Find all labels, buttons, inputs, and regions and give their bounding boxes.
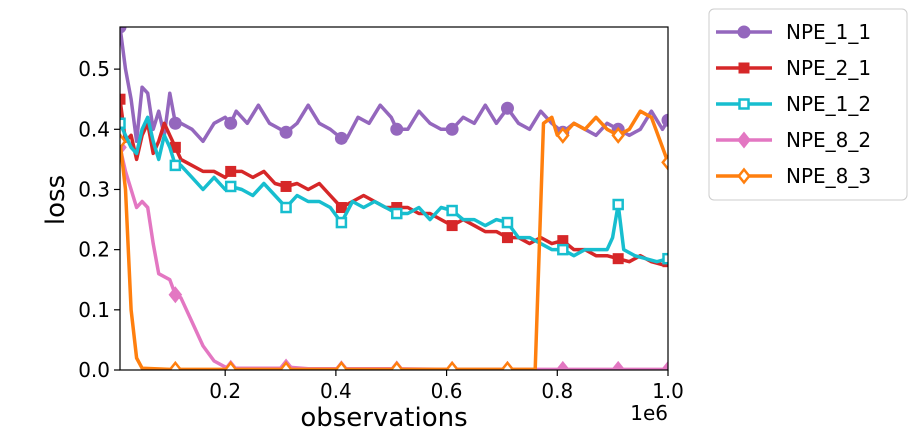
- data-point: [557, 243, 569, 256]
- legend-marker: [737, 167, 751, 185]
- legend-label: NPE_2_1: [786, 56, 871, 80]
- data-point: [501, 232, 513, 244]
- x-axis-label: observations: [300, 403, 467, 433]
- data-point: [169, 159, 182, 172]
- data-point: [445, 360, 459, 370]
- x-tick-label: 0.4: [320, 379, 352, 403]
- data-point: [335, 202, 347, 214]
- data-point: [500, 101, 514, 115]
- data-point: [168, 116, 182, 130]
- series-line-NPE_8_3: [120, 109, 668, 370]
- x-tick-label: 0.8: [541, 379, 573, 403]
- data-point: [225, 165, 237, 177]
- data-point: [120, 132, 127, 150]
- data-point: [279, 360, 293, 370]
- legend-entry: NPE_8_2: [716, 128, 871, 152]
- y-tick-label: 0.2: [78, 238, 110, 262]
- data-point: [120, 93, 126, 105]
- data-point: [389, 360, 404, 370]
- y-tick-label: 0.0: [78, 358, 110, 382]
- x-offset-label: 1e6: [630, 401, 668, 425]
- x-tick-label: 0.6: [431, 379, 463, 403]
- data-point: [334, 360, 349, 370]
- data-point: [661, 113, 668, 127]
- data-point: [279, 125, 293, 139]
- data-point: [223, 360, 238, 370]
- legend-label: NPE_1_1: [786, 20, 871, 44]
- x-tick-label: 0.2: [209, 379, 241, 403]
- legend-label: NPE_8_2: [786, 128, 871, 152]
- series-NPE_2_1: [120, 93, 668, 268]
- legend-marker: [738, 98, 750, 110]
- data-point: [500, 360, 515, 370]
- data-point: [390, 122, 404, 136]
- data-point: [168, 286, 183, 304]
- legend-frame: [708, 8, 908, 201]
- legend-marker: [738, 62, 750, 74]
- y-tick-label: 0.3: [78, 177, 110, 201]
- x-tick-label: 1.0: [652, 379, 684, 403]
- data-point: [224, 116, 238, 130]
- legend: NPE_1_1 NPE_2_1 NPE_1_2 NPE_8_2 NPE_8_3: [708, 8, 908, 201]
- data-point: [611, 126, 625, 144]
- data-point: [556, 126, 570, 144]
- y-tick-label: 0.1: [78, 298, 110, 322]
- data-point: [224, 180, 237, 193]
- legend-marker: [737, 25, 751, 39]
- data-point: [120, 117, 126, 130]
- data-point: [662, 252, 668, 265]
- y-tick-label: 0.4: [78, 117, 110, 141]
- data-point: [334, 131, 348, 145]
- series-NPE_8_2: [120, 138, 668, 370]
- series-line-NPE_8_2: [120, 147, 668, 370]
- y-axis-label: loss: [41, 175, 71, 225]
- series-layer: [120, 27, 668, 370]
- data-point: [120, 27, 127, 34]
- data-point: [280, 180, 292, 192]
- series-line-NPE_1_2: [120, 115, 668, 264]
- series-NPE_8_3: [120, 109, 668, 370]
- data-point: [661, 360, 668, 370]
- data-point: [335, 216, 348, 229]
- data-point: [501, 216, 514, 229]
- data-point: [612, 253, 624, 265]
- plot-frame: [119, 26, 669, 371]
- legend-label: NPE_1_2: [786, 92, 871, 116]
- data-point: [611, 360, 625, 370]
- data-point: [445, 122, 459, 136]
- data-point: [446, 204, 458, 217]
- legend-entry: NPE_2_1: [716, 56, 871, 80]
- series-NPE_1_2: [120, 115, 668, 265]
- legend-entry: NPE_1_2: [716, 92, 871, 116]
- data-point: [556, 360, 570, 370]
- legend-entry: NPE_1_1: [716, 20, 871, 44]
- legend-label: NPE_8_3: [786, 164, 871, 188]
- data-point: [391, 207, 403, 220]
- series-line-NPE_2_1: [120, 98, 668, 267]
- data-point: [612, 198, 624, 211]
- data-point: [168, 360, 183, 370]
- data-point: [280, 201, 292, 214]
- legend-entry: NPE_8_3: [716, 164, 871, 188]
- data-point: [661, 153, 668, 171]
- ticks-layer: 0.2 0.4 0.6 0.8 1.0 0.0 0.1 0.2 0.3 0.4 0.5: [78, 57, 684, 403]
- data-point: [446, 220, 458, 232]
- legend-marker: [737, 131, 751, 149]
- y-tick-label: 0.5: [78, 57, 110, 81]
